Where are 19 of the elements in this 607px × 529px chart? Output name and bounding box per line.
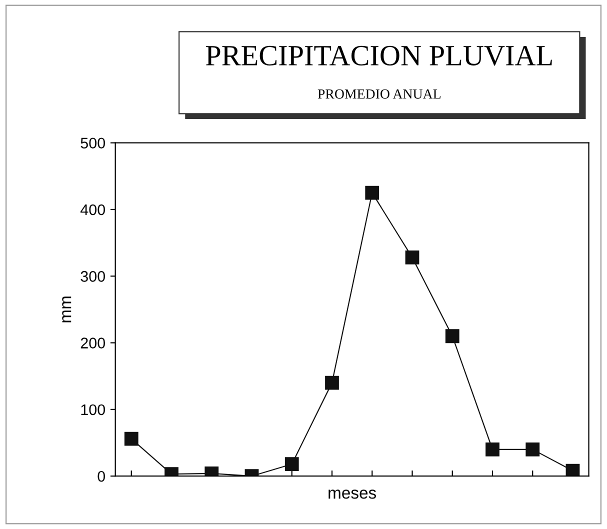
- y-axis-title: mm: [62, 296, 72, 322]
- point: [445, 329, 460, 344]
- y-tick-label: 200: [80, 338, 106, 348]
- x-axis-title: meses: [328, 490, 376, 499]
- point: [325, 376, 339, 390]
- point: [566, 464, 580, 476]
- y-tick-label: 0: [98, 470, 106, 482]
- point: [124, 432, 138, 446]
- y-tick-label: 400: [80, 204, 106, 216]
- chart-title: PRECIPITACION PLUVIAL: [206, 46, 552, 66]
- y-tick-label: 100: [81, 404, 106, 416]
- chart-subtitle: PROMEDIO ANUAL: [318, 89, 440, 99]
- point: [405, 250, 420, 264]
- y-tick-label: 500: [80, 138, 106, 149]
- point: [486, 442, 500, 456]
- point: [526, 442, 540, 456]
- point: [284, 457, 299, 472]
- y-tick-label: 300: [80, 271, 106, 282]
- point: [365, 186, 380, 200]
